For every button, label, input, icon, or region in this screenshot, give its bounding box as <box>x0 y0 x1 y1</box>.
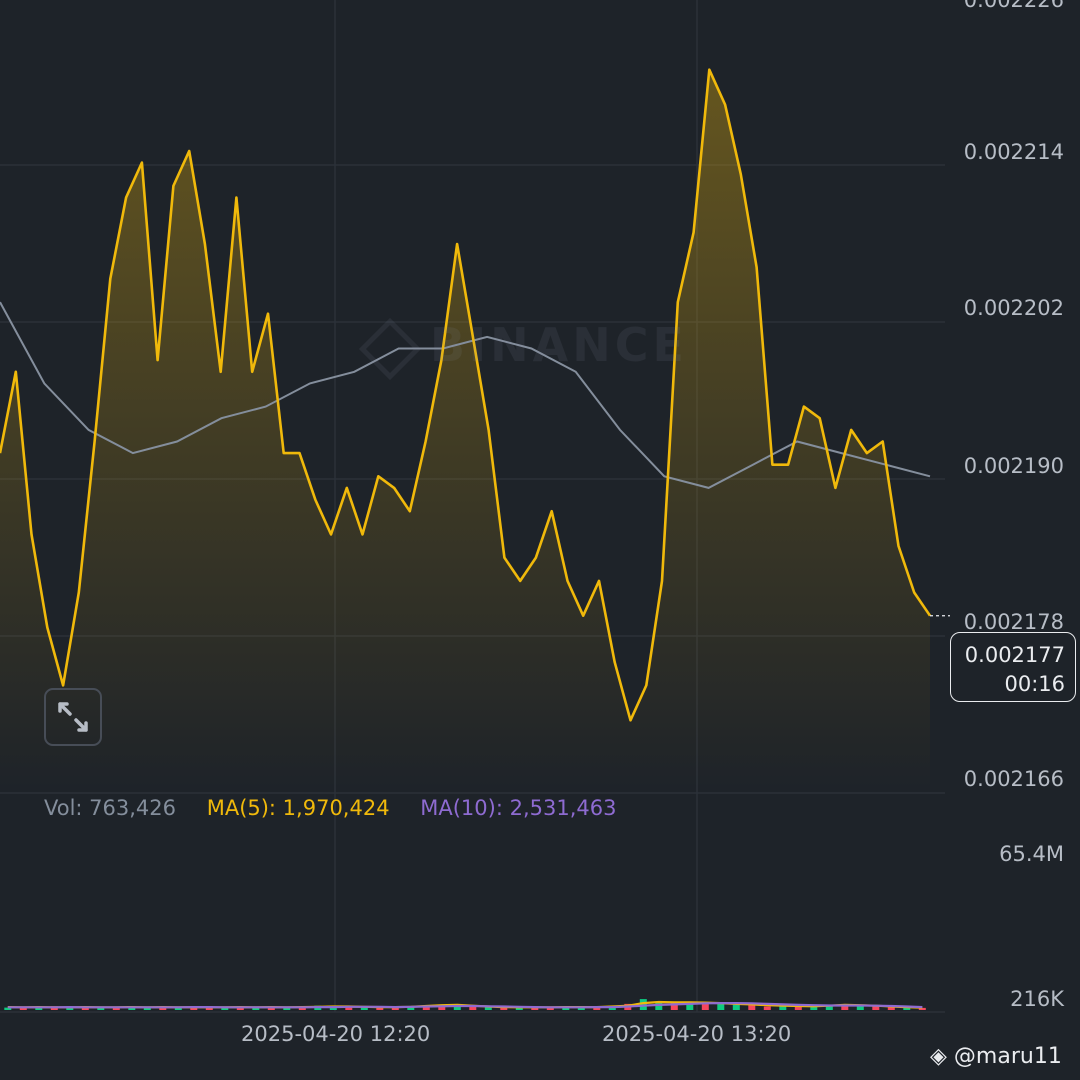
volume-bar <box>267 1007 275 1010</box>
binance-logo-icon <box>358 317 422 380</box>
volume-bar <box>97 1007 105 1010</box>
volume-bar <box>283 1007 291 1010</box>
volume-bar <box>143 1007 151 1010</box>
volume-ma5-value: MA(5): 1,970,424 <box>206 796 390 820</box>
brand-watermark: BINANCE <box>358 317 688 380</box>
volume-bar <box>422 1005 430 1010</box>
volume-bar <box>236 1007 244 1010</box>
volume-bar <box>515 1007 523 1010</box>
volume-bar <box>794 1006 802 1010</box>
volume-ma10-line <box>7 1002 923 1009</box>
volume-bar <box>546 1006 554 1010</box>
volume-bar <box>593 1007 601 1010</box>
expand-chart-button[interactable] <box>44 688 102 746</box>
volume-bar <box>174 1007 182 1010</box>
volume-bar <box>903 1007 911 1010</box>
price-tick: 0.002202 <box>963 296 1064 320</box>
volume-bar <box>562 1007 570 1010</box>
expand-arrows-icon <box>58 702 88 732</box>
volume-bar <box>345 1007 353 1010</box>
price-area-fill <box>0 69 930 790</box>
volume-ma10-value: MA(10): 2,531,463 <box>420 796 617 820</box>
volume-bar <box>391 1007 399 1010</box>
volume-legend: Vol: 763,426 MA(5): 1,970,424 MA(10): 2,… <box>44 796 640 820</box>
volume-bar <box>360 1006 368 1010</box>
price-tick: 0.002190 <box>963 454 1064 478</box>
volume-bar <box>376 1007 384 1010</box>
current-price-label: 0.002177 00:16 <box>950 632 1076 702</box>
volume-bar <box>748 1005 756 1010</box>
volume-bar <box>717 1003 725 1010</box>
price-tick: 0.002166 <box>963 767 1064 791</box>
volume-bar <box>484 1007 492 1010</box>
price-tick: 0.002226 <box>963 0 1064 12</box>
volume-value: Vol: 763,426 <box>44 796 177 820</box>
volume-bar <box>81 1007 89 1010</box>
candle-countdown: 00:16 <box>1004 672 1065 696</box>
volume-bar <box>918 1007 926 1010</box>
volume-bar <box>190 1007 198 1010</box>
volume-bar <box>112 1007 120 1010</box>
volume-bar <box>500 1007 508 1010</box>
author-credit: ◈ @maru11 <box>930 1044 1062 1069</box>
price-tick: 0.002178 <box>963 610 1064 634</box>
volume-bar <box>701 1002 709 1010</box>
volume-bar <box>779 1005 787 1010</box>
volume-tick: 65.4M <box>999 842 1064 866</box>
time-tick: 2025-04-20 12:20 <box>241 1022 431 1046</box>
current-price-value: 0.002177 <box>964 643 1065 667</box>
volume-bar <box>35 1007 43 1010</box>
volume-bar <box>670 1003 678 1010</box>
volume-bar <box>469 1006 477 1010</box>
volume-bar <box>128 1006 136 1010</box>
volume-bar <box>639 999 647 1010</box>
volume-bar <box>453 1005 461 1010</box>
volume-bar <box>856 1005 864 1010</box>
volume-bar <box>66 1008 74 1010</box>
volume-bar <box>329 1006 337 1010</box>
volume-bar <box>841 1004 849 1010</box>
credit-logo-icon: ◈ <box>930 1044 954 1069</box>
price-tick: 0.002214 <box>963 140 1064 164</box>
volume-bar <box>531 1007 539 1010</box>
price-ma-line <box>0 301 931 489</box>
credit-text: @maru11 <box>953 1044 1062 1069</box>
volume-bar <box>298 1007 306 1010</box>
volume-tick: 216K <box>1010 987 1064 1011</box>
volume-bar <box>872 1006 880 1010</box>
time-tick: 2025-04-20 13:20 <box>602 1022 792 1046</box>
volume-bar <box>686 1002 694 1010</box>
price-line <box>0 68 932 722</box>
volume-bar <box>732 1004 740 1010</box>
volume-bar <box>221 1007 229 1010</box>
volume-bar <box>810 1006 818 1010</box>
volume-bar <box>4 1007 12 1010</box>
volume-bar <box>763 1006 771 1010</box>
volume-bar <box>887 1007 895 1010</box>
volume-bar <box>407 1006 415 1010</box>
watermark-text: BINANCE <box>430 318 688 372</box>
volume-bar <box>825 1004 833 1010</box>
